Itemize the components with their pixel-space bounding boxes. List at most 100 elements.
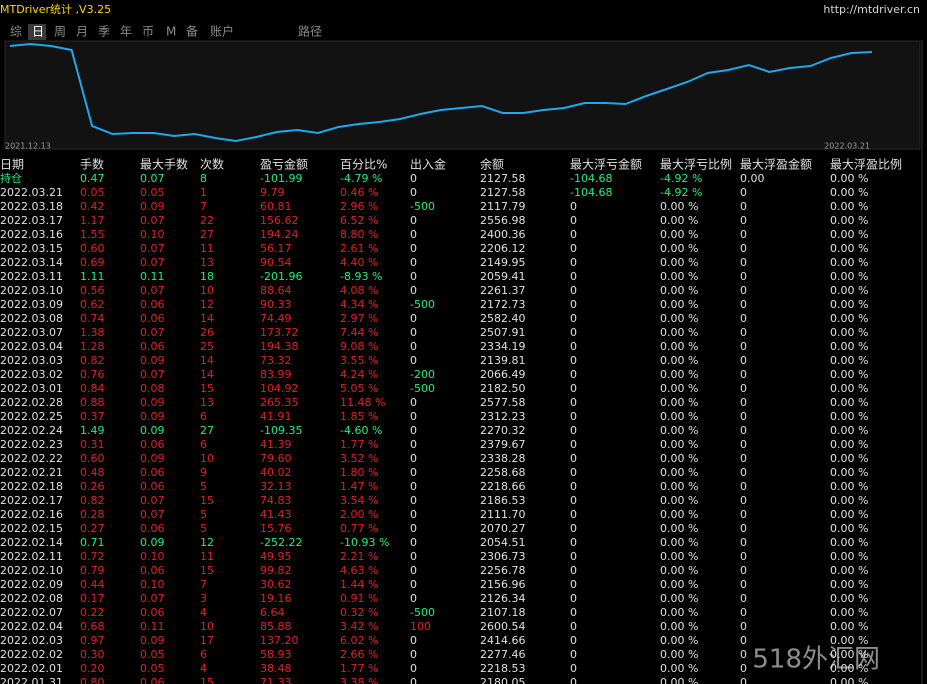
table-cell: 0: [570, 312, 577, 325]
table-cell: 79.60: [260, 452, 292, 465]
table-cell: 2256.78: [480, 564, 526, 577]
table-cell: 0: [740, 466, 747, 479]
row-date: 2022.02.22: [0, 452, 63, 465]
table-cell: 0.31: [80, 438, 105, 451]
row-date: 2022.03.16: [0, 228, 63, 241]
table-cell: 1.49: [80, 424, 105, 437]
table-cell: 0: [740, 312, 747, 325]
table-cell: 0.00 %: [660, 578, 698, 591]
table-cell: 0: [740, 550, 747, 563]
table-cell: 0.00 %: [660, 494, 698, 507]
row-date: 2022.02.03: [0, 634, 63, 647]
table-cell: 0.69: [80, 256, 105, 269]
table-cell: 3.54 %: [340, 494, 378, 507]
toolbar-button[interactable]: 币: [142, 25, 154, 39]
table-cell: 27: [200, 228, 214, 241]
table-cell: -8.93 %: [340, 270, 382, 283]
column-header: 出入金: [410, 157, 446, 172]
table-cell: 32.13: [260, 480, 292, 493]
table-cell: 0.82: [80, 494, 105, 507]
table-cell: 25: [200, 340, 214, 353]
table-cell: 0.00 %: [830, 634, 868, 647]
table-cell: 0.00 %: [830, 242, 868, 255]
table-cell: 0.09: [140, 536, 165, 549]
table-cell: 0.00 %: [660, 200, 698, 213]
table-cell: 0.00 %: [660, 522, 698, 535]
table-cell: 0: [740, 578, 747, 591]
table-cell: 0.60: [80, 452, 105, 465]
table-cell: 0: [410, 480, 417, 493]
toolbar-button[interactable]: 周: [54, 25, 66, 39]
table-cell: 12: [200, 536, 214, 549]
table-cell: 194.24: [260, 228, 299, 241]
table-cell: 9: [200, 466, 207, 479]
table-cell: 0.00 %: [660, 382, 698, 395]
row-date: 2022.01.31: [0, 676, 63, 684]
row-date: 2022.02.17: [0, 494, 63, 507]
table-cell: 11: [200, 550, 214, 563]
toolbar-button[interactable]: 日: [32, 25, 44, 39]
toolbar-button[interactable]: 路径: [298, 24, 322, 39]
table-cell: 0.00 %: [830, 284, 868, 297]
table-cell: 0: [410, 424, 417, 437]
table-cell: 0.00 %: [660, 256, 698, 269]
table-cell: 27: [200, 424, 214, 437]
table-cell: 0.00 %: [660, 298, 698, 311]
table-cell: 1.55: [80, 228, 105, 241]
table-cell: 265.35: [260, 396, 299, 409]
table-cell: 0.00 %: [830, 382, 868, 395]
table-cell: 0: [410, 550, 417, 563]
table-cell: 0: [740, 256, 747, 269]
table-cell: -104.68: [570, 172, 612, 185]
table-cell: 0: [740, 480, 747, 493]
table-cell: 4.24 %: [340, 368, 378, 381]
toolbar-button[interactable]: 备: [186, 25, 198, 39]
table-cell: 0.00 %: [660, 438, 698, 451]
row-date: 2022.02.23: [0, 438, 63, 451]
table-cell: -4.79 %: [340, 172, 382, 185]
table-cell: -200: [410, 368, 435, 381]
table-cell: 0.28: [80, 508, 105, 521]
toolbar-button[interactable]: 季: [98, 25, 110, 39]
table-cell: 0.00 %: [660, 312, 698, 325]
table-cell: 0.00 %: [830, 578, 868, 591]
table-cell: 3.38 %: [340, 676, 378, 684]
table-cell: 0.00 %: [830, 396, 868, 409]
table-cell: 0.47: [80, 172, 105, 185]
table-cell: 15: [200, 564, 214, 577]
row-date: 2022.03.14: [0, 256, 63, 269]
table-cell: 0.05: [140, 662, 165, 675]
toolbar-button[interactable]: M: [166, 25, 176, 39]
table-cell: 2149.95: [480, 256, 526, 269]
table-cell: -104.68: [570, 186, 612, 199]
table-cell: 4.08 %: [340, 284, 378, 297]
toolbar-button[interactable]: 月: [76, 25, 88, 39]
table-cell: 6.02 %: [340, 634, 378, 647]
table-cell: 0.00 %: [830, 312, 868, 325]
table-cell: 0.05: [140, 648, 165, 661]
row-date: 2022.02.02: [0, 648, 63, 661]
site-url[interactable]: http://mtdriver.cn: [823, 3, 920, 16]
table-cell: 0.11: [140, 620, 165, 633]
table-cell: 0.00 %: [830, 620, 868, 633]
table-cell: 1.44 %: [340, 578, 378, 591]
toolbar-button[interactable]: 账户: [210, 24, 234, 39]
table-cell: 2206.12: [480, 242, 526, 255]
table-cell: 0: [570, 298, 577, 311]
table-cell: 10: [200, 452, 214, 465]
table-cell: 2.61 %: [340, 242, 378, 255]
table-cell: 0.00 %: [660, 242, 698, 255]
table-cell: 2182.50: [480, 382, 526, 395]
table-cell: 2070.27: [480, 522, 526, 535]
table-cell: 15: [200, 676, 214, 684]
toolbar-button[interactable]: 年: [120, 25, 132, 39]
table-cell: 0: [410, 340, 417, 353]
table-cell: 0.09: [140, 410, 165, 423]
table-cell: 0.00 %: [830, 214, 868, 227]
table-cell: 1.77 %: [340, 438, 378, 451]
table-cell: 0.20: [80, 662, 105, 675]
table-cell: 41.91: [260, 410, 292, 423]
toolbar-button[interactable]: 综: [10, 25, 22, 39]
row-date: 2022.03.11: [0, 270, 63, 283]
row-date: 2022.02.18: [0, 480, 63, 493]
